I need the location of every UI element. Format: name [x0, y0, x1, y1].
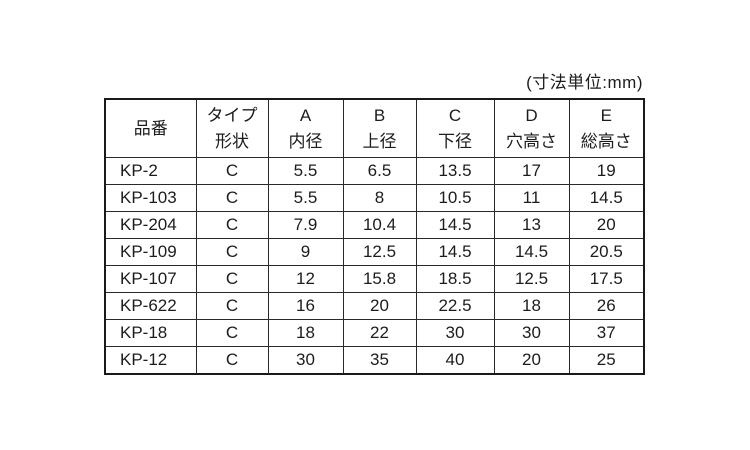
dimension-cell: 35 — [342, 346, 417, 375]
column-header-bottom: 形状 — [215, 131, 249, 151]
dimension-cell: 19 — [568, 157, 645, 185]
dimension-cell: 6.5 — [342, 157, 417, 185]
table-row: KP-18 C 18 22 30 30 37 — [104, 319, 645, 347]
dimension-cell: C — [195, 157, 269, 185]
table-row: KP-204 C 7.9 10.4 14.5 13 20 — [104, 211, 645, 239]
column-header-top: D — [525, 105, 538, 125]
dimension-cell: 15.8 — [342, 265, 417, 293]
dimension-cell: C — [195, 211, 269, 239]
dimension-cell: 16 — [267, 292, 344, 320]
column-header-bottom: 下径 — [438, 131, 472, 151]
column-header-bottom: 内径 — [288, 131, 323, 151]
column-header: B 上径 — [342, 98, 417, 158]
dimension-cell: 20.5 — [568, 238, 645, 266]
column-header: D 穴高さ — [493, 98, 570, 158]
column-header-top: E — [600, 105, 612, 125]
table-row: KP-2 C 5.5 6.5 13.5 17 19 — [104, 157, 645, 185]
part-number-cell: KP-204 — [104, 211, 197, 239]
dimension-cell: 26 — [568, 292, 645, 320]
dimension-cell: 22.5 — [415, 292, 495, 320]
header-row: 品番 タイプ形状 A 内径 B 上径 C 下径 D 穴高さ E 総高さ — [104, 98, 645, 158]
dimension-cell: 14.5 — [415, 238, 495, 266]
table-header: 品番 タイプ形状 A 内径 B 上径 C 下径 D 穴高さ E 総高さ — [104, 98, 645, 158]
dimension-cell: 17.5 — [568, 265, 645, 293]
dimension-cell: 17 — [493, 157, 570, 185]
dimension-cell: 7.9 — [267, 211, 344, 239]
dimension-cell: 9 — [267, 238, 344, 266]
column-header-bottom: 上径 — [362, 131, 397, 151]
dimension-cell: C — [195, 265, 269, 293]
column-header-top: A — [299, 105, 312, 125]
dimension-cell: 18.5 — [415, 265, 495, 293]
dimension-cell: 5.5 — [267, 157, 344, 185]
part-number-cell: KP-12 — [104, 346, 197, 375]
dimension-cell: 12 — [267, 265, 344, 293]
dimension-cell: 25 — [568, 346, 645, 375]
dimension-cell: 14.5 — [493, 238, 570, 266]
column-header: A 内径 — [267, 98, 344, 158]
part-number-cell: KP-18 — [104, 319, 197, 347]
column-header: 品番 — [104, 98, 197, 158]
table-row: KP-107 C 12 15.8 18.5 12.5 17.5 — [104, 265, 645, 293]
dimension-cell: 40 — [415, 346, 495, 375]
dimension-cell: C — [195, 184, 269, 212]
dimension-cell: 20 — [342, 292, 417, 320]
dimension-cell: 13.5 — [415, 157, 495, 185]
dimension-cell: 12.5 — [493, 265, 570, 293]
dimension-cell: 11 — [493, 184, 570, 212]
dimension-cell: 14.5 — [568, 184, 645, 212]
dimension-cell: 37 — [568, 319, 645, 347]
column-header-top: タイプ — [206, 105, 258, 125]
dimension-cell: C — [195, 292, 269, 320]
dimension-cell: 10.4 — [342, 211, 417, 239]
table-body: KP-2 C 5.5 6.5 13.5 17 19 KP-103 C 5.5 8 10.5 11 14.5… — [104, 157, 645, 375]
part-number-cell: KP-103 — [104, 184, 197, 212]
column-header-bottom: 総高さ — [580, 131, 632, 151]
spec-table: 品番 タイプ 形状 A 内径 B 上径 C 下径 D 穴高さ E 総高さ KP-2 C 5.5 6.5 13.5… — [104, 98, 645, 375]
dimension-cell: C — [195, 238, 269, 266]
dimension-cell: 30 — [493, 319, 570, 347]
table-row: KP-103 C 5.5 8 10.5 11 14.5 — [104, 184, 645, 212]
part-number-cell: KP-107 — [104, 265, 197, 293]
dimension-cell: 30 — [267, 346, 344, 375]
dimension-cell: 8 — [342, 184, 417, 212]
column-header: C 下径 — [415, 98, 495, 158]
table-row: KP-622 C 16 20 22.5 18 26 — [104, 292, 645, 320]
column-header: E 総高さ — [568, 98, 645, 158]
dimension-cell: 20 — [493, 346, 570, 375]
dimension-cell: C — [195, 319, 269, 347]
dimension-cell: 14.5 — [415, 211, 495, 239]
dimension-cell: 20 — [568, 211, 645, 239]
column-header-top: B — [373, 105, 386, 125]
dimension-cell: 22 — [342, 319, 417, 347]
dimension-cell: 18 — [267, 319, 344, 347]
dimension-cell: C — [195, 346, 269, 375]
table-row: KP-109 C 9 12.5 14.5 14.5 20.5 — [104, 238, 645, 266]
dimension-cell: 30 — [415, 319, 495, 347]
part-number-cell: KP-622 — [104, 292, 197, 320]
dimension-cell: 13 — [493, 211, 570, 239]
column-header-top: C — [448, 105, 462, 125]
column-header-bottom: 穴高さ — [506, 131, 557, 151]
unit-label: (寸法単位:mm) — [526, 73, 643, 92]
dimension-cell: 12.5 — [342, 238, 417, 266]
part-number-cell: KP-109 — [104, 238, 197, 266]
dimension-cell: 5.5 — [267, 184, 344, 212]
dimension-cell: 18 — [493, 292, 570, 320]
part-number-cell: KP-2 — [104, 157, 197, 185]
dimension-cell: 10.5 — [415, 184, 495, 212]
column-header: タイプ 形状 — [195, 98, 269, 158]
table-row: KP-12 C 30 35 40 20 25 — [104, 346, 645, 375]
